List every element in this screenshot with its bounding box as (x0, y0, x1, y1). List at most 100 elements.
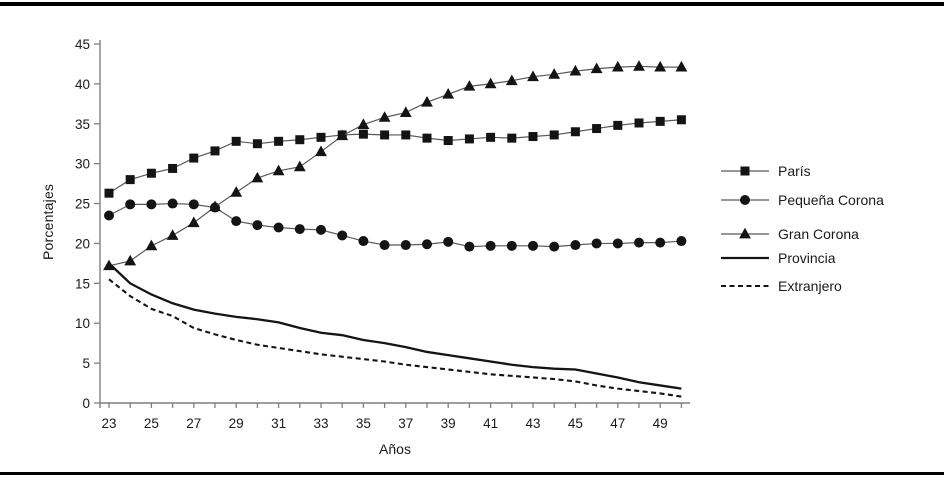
bottom-rule (0, 472, 944, 475)
square-marker-icon (592, 124, 602, 134)
triangle-marker-icon (633, 60, 645, 71)
x-tick-label: 33 (313, 416, 328, 431)
y-tick-label: 40 (75, 77, 90, 92)
circle-marker-icon (167, 198, 178, 209)
series-line-2 (108, 65, 682, 267)
triangle-marker-icon (124, 254, 137, 266)
circle-marker-icon (379, 240, 390, 251)
square-marker-icon (655, 116, 665, 126)
square-marker-icon (528, 132, 538, 142)
square-marker-icon (486, 132, 496, 142)
triangle-marker-icon (336, 129, 349, 141)
y-tick-label: 10 (75, 316, 90, 331)
triangle-marker-icon (505, 74, 518, 86)
circle-marker-icon (231, 216, 242, 227)
square-marker-icon (443, 136, 453, 146)
square-marker-icon (104, 188, 114, 198)
x-tick-label: 47 (610, 416, 625, 431)
square-marker-icon (189, 153, 199, 163)
circle-marker-icon (104, 210, 114, 221)
y-tick-label: 35 (75, 117, 90, 132)
circle-marker-icon (485, 240, 496, 251)
triangle-marker-icon (590, 62, 603, 74)
circle-marker-icon (612, 238, 623, 249)
square-marker-icon (252, 139, 262, 149)
y-tick-label: 0 (82, 396, 90, 411)
x-tick-label: 35 (356, 416, 371, 431)
x-tick-label: 29 (229, 416, 244, 431)
square-marker-icon (401, 130, 411, 140)
triangle-marker-icon (463, 80, 476, 91)
y-tick-label: 30 (75, 157, 90, 172)
triangle-marker-icon (611, 60, 624, 72)
x-tick-label: 49 (653, 416, 668, 431)
square-marker-icon (295, 135, 305, 145)
x-tick-label: 27 (186, 416, 201, 431)
y-tick-label: 5 (82, 356, 90, 371)
triangle-marker-icon (569, 64, 582, 76)
square-marker-icon (210, 146, 220, 156)
circle-marker-icon (400, 240, 411, 251)
circle-marker-icon (634, 237, 644, 248)
square-marker-icon (274, 136, 284, 146)
circle-marker-icon (294, 224, 305, 235)
circle-marker-icon (422, 239, 432, 250)
triangle-marker-icon (675, 60, 688, 72)
square-marker-icon (570, 127, 580, 137)
square-marker-icon (231, 136, 241, 146)
triangle-marker-icon (315, 145, 327, 157)
triangle-marker-icon (230, 186, 243, 197)
square-marker-icon (358, 129, 368, 139)
y-tick-label: 45 (75, 37, 90, 52)
y-tick-label: 15 (75, 276, 90, 291)
series-line-4 (108, 278, 682, 398)
circle-marker-icon (316, 224, 326, 235)
circle-marker-icon (549, 241, 560, 252)
square-marker-icon (168, 163, 178, 173)
circle-marker-icon (506, 240, 517, 251)
circle-marker-icon (188, 199, 199, 210)
x-tick-label: 31 (271, 416, 286, 431)
square-marker-icon (422, 133, 432, 143)
circle-marker-icon (337, 230, 348, 241)
circle-marker-icon (125, 199, 136, 210)
circle-marker-icon (252, 220, 263, 231)
triangle-marker-icon (548, 68, 561, 79)
square-marker-icon (464, 134, 474, 144)
circle-marker-icon (358, 236, 369, 247)
square-marker-icon (316, 132, 326, 142)
x-tick-label: 37 (398, 416, 413, 431)
circle-marker-icon (591, 238, 602, 249)
square-marker-icon (634, 118, 644, 128)
circle-marker-icon (676, 236, 687, 247)
x-tick-label: 45 (568, 416, 583, 431)
top-rule (0, 2, 944, 6)
square-marker-icon (507, 133, 517, 143)
triangle-marker-icon (421, 96, 433, 107)
circle-marker-icon (464, 241, 475, 252)
square-marker-icon (613, 120, 623, 130)
y-tick-label: 25 (75, 197, 90, 212)
series-line-1 (108, 202, 682, 248)
square-marker-icon (146, 168, 156, 178)
circle-marker-icon (570, 240, 581, 251)
circle-marker-icon (146, 199, 157, 210)
x-tick-label: 39 (441, 416, 456, 431)
square-marker-icon (125, 175, 135, 185)
y-tick-label: 20 (75, 236, 90, 251)
x-tick-label: 25 (144, 416, 159, 431)
series-line-0 (108, 119, 682, 194)
triangle-marker-icon (251, 171, 264, 183)
triangle-marker-icon (527, 70, 539, 82)
square-marker-icon (380, 130, 390, 140)
x-tick-label: 41 (483, 416, 498, 431)
triangle-marker-icon (484, 77, 497, 89)
triangle-marker-icon (399, 106, 412, 118)
x-tick-label: 43 (525, 416, 540, 431)
square-marker-icon (549, 130, 559, 140)
circle-marker-icon (443, 236, 454, 247)
circle-marker-icon (528, 240, 538, 251)
circle-marker-icon (655, 237, 666, 248)
triangle-marker-icon (293, 160, 306, 172)
